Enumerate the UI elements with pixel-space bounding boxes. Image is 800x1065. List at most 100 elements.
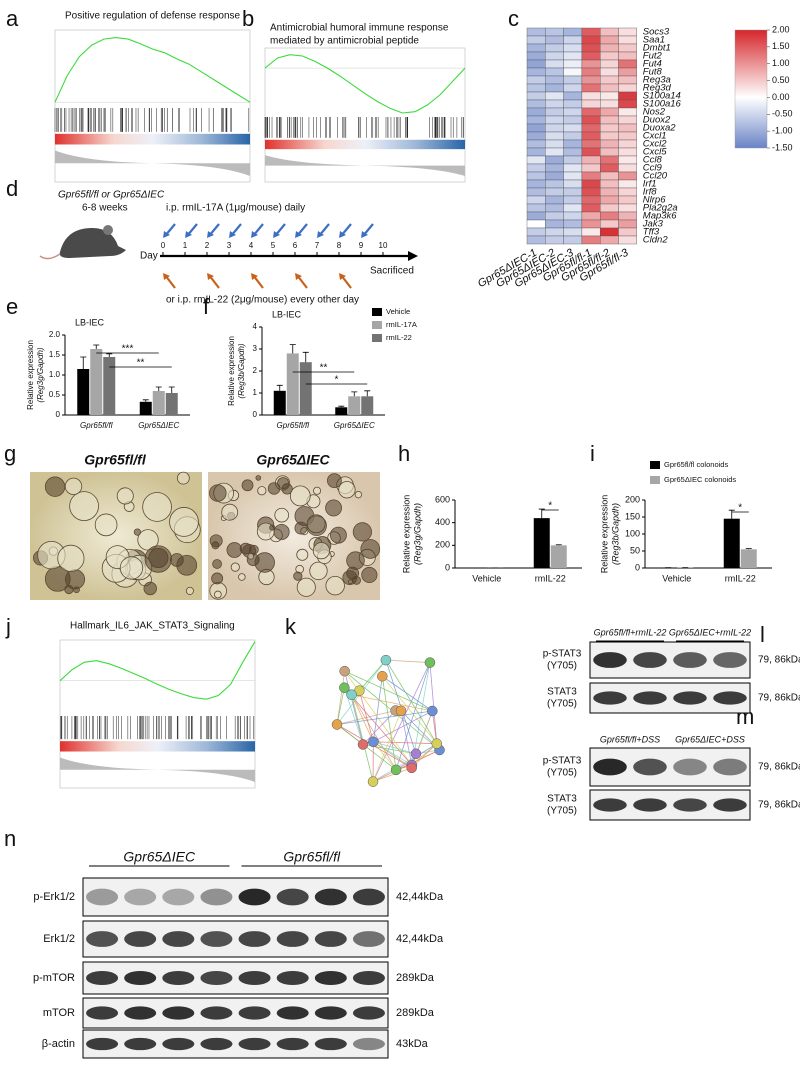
heatmap-cell <box>564 132 582 140</box>
size-label: 42,44kDa <box>396 891 444 903</box>
network-edge <box>337 688 344 725</box>
bar <box>724 519 740 568</box>
significance-label: ** <box>137 358 145 369</box>
rank-strip <box>265 140 465 149</box>
organoid <box>214 591 221 598</box>
plot-title: Positive regulation of defense response <box>65 11 241 22</box>
network-edge <box>373 750 440 782</box>
site-label: (Y705) <box>547 661 577 672</box>
error-bar <box>338 406 344 407</box>
heatmap-cell <box>582 28 600 36</box>
blot-band <box>353 889 385 906</box>
heatmap-cell <box>527 180 545 188</box>
blot-band <box>200 1006 232 1019</box>
bar <box>153 391 165 415</box>
error-bar <box>169 387 175 393</box>
heatmap-cell <box>619 36 637 44</box>
organoid <box>145 546 172 573</box>
day-number: 6 <box>293 241 298 250</box>
y-tick-label: 3 <box>253 344 258 353</box>
organoid <box>120 557 142 579</box>
blot-band <box>713 652 747 668</box>
group-label: Gpr65ΔIEC+DSS <box>675 734 745 744</box>
organoid <box>170 507 199 536</box>
panel-label: j <box>5 614 11 639</box>
organoid <box>255 553 275 573</box>
heatmap-cell <box>527 124 545 132</box>
group-label: Gpr65fl/fl <box>283 849 341 865</box>
plot-title: Antimicrobial humoral immune response <box>270 23 449 34</box>
y-axis-label: Relative expression <box>599 495 609 574</box>
heatmap-cell <box>545 172 563 180</box>
organoid <box>65 585 73 593</box>
protein-label: p-Erk1/2 <box>33 891 75 903</box>
panel-label: h <box>398 441 410 466</box>
x-tick-label: Gpr65ΔIEC <box>334 421 375 430</box>
y-tick-label: 400 <box>435 517 450 527</box>
heatmap-cell <box>527 172 545 180</box>
end-label: Sacrificed <box>370 266 414 277</box>
heatmap-cell <box>545 220 563 228</box>
heatmap-cell <box>545 36 563 44</box>
bar <box>140 402 152 415</box>
y-tick-label: 4 <box>253 322 258 331</box>
bar <box>77 369 89 415</box>
heatmap-cell <box>527 140 545 148</box>
network-node <box>432 739 442 749</box>
panel-label: b <box>242 6 254 31</box>
plot-title: mediated by antimicrobial peptide <box>270 36 419 47</box>
organoid <box>347 552 365 570</box>
organoid <box>297 549 308 560</box>
heatmap-cell <box>619 180 637 188</box>
heatmap-cell <box>619 116 637 124</box>
panel-label: g <box>4 441 16 466</box>
bar <box>287 353 299 415</box>
heatmap-cell <box>545 44 563 52</box>
day-number: 7 <box>315 241 320 250</box>
chart-title: LB-IEC <box>272 309 302 319</box>
heatmap-cell <box>564 100 582 108</box>
colorbar-label: 0.50 <box>772 75 790 85</box>
y-axis-label: (Reg3b/Gapdh) <box>610 503 620 565</box>
bar <box>90 349 102 415</box>
organoid <box>73 587 79 593</box>
heatmap-cell <box>619 204 637 212</box>
bar <box>741 549 757 568</box>
blot-band <box>277 1006 309 1019</box>
organoid <box>275 508 289 522</box>
protein-label: p-STAT3 <box>543 756 582 767</box>
organoid <box>278 478 289 489</box>
blot-band <box>86 971 118 985</box>
day-label: Day <box>140 251 158 262</box>
blot-band <box>124 1038 156 1050</box>
organoid <box>143 493 172 522</box>
x-tick-label: rmIL-22 <box>535 573 566 583</box>
organoid <box>70 492 99 521</box>
heatmap-cell <box>600 84 618 92</box>
heatmap-cell <box>619 84 637 92</box>
y-tick-label: 1 <box>253 388 258 397</box>
y-tick-label: 200 <box>625 494 640 504</box>
blot-band <box>277 889 309 906</box>
organoid <box>355 491 362 498</box>
heatmap-cell <box>600 60 618 68</box>
blot-band <box>162 1038 194 1050</box>
error-bar <box>156 387 162 391</box>
heatmap-cell <box>564 148 582 156</box>
blot-band <box>315 971 347 985</box>
heatmap-cell <box>582 84 600 92</box>
blot-band <box>713 759 747 776</box>
heatmap-cell <box>545 196 563 204</box>
network-edge <box>373 744 437 782</box>
rank-strip <box>60 741 255 751</box>
blot-band <box>673 691 707 704</box>
significance-label: ** <box>320 363 328 374</box>
heatmap-cell <box>619 156 637 164</box>
heatmap-cell <box>582 196 600 204</box>
heatmap-cell <box>527 36 545 44</box>
heatmap-cell <box>564 212 582 220</box>
heatmap-cell <box>545 180 563 188</box>
blot-band <box>200 889 232 906</box>
network-node <box>381 655 391 665</box>
heatmap-cell <box>527 204 545 212</box>
